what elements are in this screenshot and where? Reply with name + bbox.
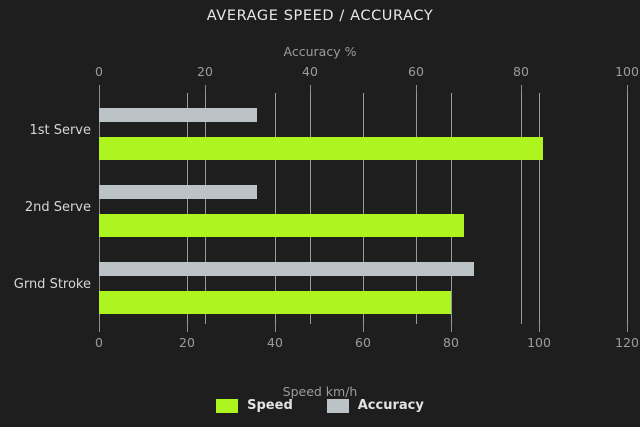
legend-label: Speed — [247, 398, 293, 413]
top-axis-tick — [99, 85, 100, 93]
gridline-top-axis — [416, 93, 417, 324]
gridline-bottom-axis — [627, 93, 628, 324]
gridline-top-axis — [205, 93, 206, 324]
plot-area — [99, 93, 628, 324]
gridline-bottom-axis — [451, 93, 452, 324]
legend-label: Accuracy — [357, 398, 424, 413]
top-axis-tick — [416, 85, 417, 93]
y-axis-tick-label: 1st Serve — [29, 123, 91, 138]
top-axis-tick — [310, 85, 311, 93]
bottom-axis-tick-label: 80 — [443, 335, 459, 350]
top-axis-tick-label: 0 — [95, 64, 103, 79]
gridline-bottom-axis — [187, 93, 188, 324]
chart-legend: Speed Accuracy — [0, 398, 640, 413]
bottom-axis-label: Speed km/h — [282, 384, 358, 399]
y-axis-tick-label: Grnd Stroke — [13, 277, 91, 292]
bottom-axis-tick-label: 40 — [267, 335, 283, 350]
bottom-axis-tick-label: 0 — [95, 335, 103, 350]
legend-item[interactable]: Accuracy — [326, 398, 424, 413]
gridline-bottom-axis — [275, 93, 276, 324]
bottom-axis-tick — [363, 324, 364, 332]
bottom-axis-tick-label: 100 — [527, 335, 551, 350]
top-axis-tick — [627, 85, 628, 93]
y-axis-tick-label: 2nd Serve — [24, 200, 91, 215]
bottom-axis-tick — [99, 324, 100, 332]
top-axis-tick — [521, 85, 522, 93]
top-axis-tick-label: 40 — [302, 64, 318, 79]
gridline-bottom-axis — [363, 93, 364, 324]
legend-swatch-icon — [326, 398, 349, 413]
legend-swatch-icon — [216, 398, 239, 413]
top-axis-tick — [205, 85, 206, 93]
y-axis-category-labels: 1st Serve 2nd Serve Grnd Stroke — [0, 93, 91, 324]
bar-accuracy — [99, 185, 257, 199]
gridline-top-axis — [521, 93, 522, 324]
bar-speed — [99, 214, 464, 237]
legend-item[interactable]: Speed — [216, 398, 293, 413]
bar-speed — [99, 137, 543, 160]
bar-accuracy — [99, 108, 257, 122]
bottom-axis-tick — [627, 324, 628, 332]
bottom-axis-tick — [275, 324, 276, 332]
bar-speed — [99, 291, 451, 314]
gridline-top-axis — [310, 93, 311, 324]
bottom-axis-tick — [187, 324, 188, 332]
chart-title: AVERAGE SPEED / ACCURACY — [206, 8, 434, 24]
top-axis-tick-label: 80 — [513, 64, 529, 79]
top-axis-tick-label: 60 — [408, 64, 424, 79]
bottom-axis-tick-label: 60 — [355, 335, 371, 350]
bar-accuracy — [99, 262, 474, 276]
bottom-axis-tick — [539, 324, 540, 332]
gridline-bottom-axis — [99, 93, 100, 324]
bottom-axis-tick — [451, 324, 452, 332]
bottom-axis-tick-label: 20 — [179, 335, 195, 350]
bottom-axis-tick-label: 120 — [615, 335, 639, 350]
top-axis-tick-label: 100 — [615, 64, 639, 79]
top-axis-tick-label: 20 — [197, 64, 213, 79]
gridline-bottom-axis — [539, 93, 540, 324]
top-axis-label: Accuracy % — [283, 44, 357, 59]
